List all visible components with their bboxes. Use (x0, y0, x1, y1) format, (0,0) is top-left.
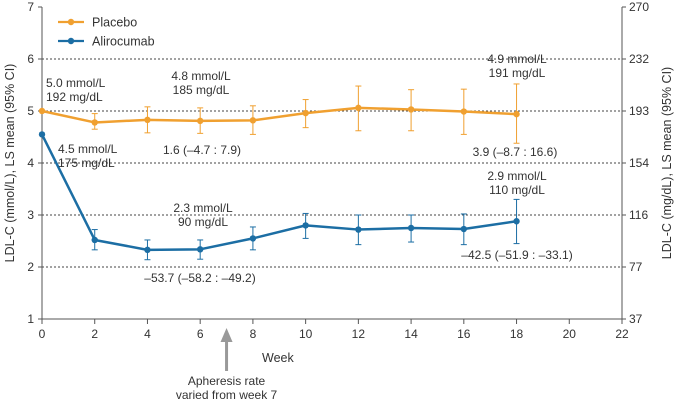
placebo-point (144, 116, 151, 124)
alirocumab-point (38, 131, 46, 138)
placebo-point (196, 117, 204, 125)
annotation-text: 2.9 mmol/L (487, 169, 547, 183)
apheresis-note: varied from week 7 (176, 388, 278, 402)
annotation-text: 90 mg/dL (178, 215, 228, 229)
y-tick-label: 5 (27, 104, 34, 118)
alirocumab-point (460, 225, 468, 233)
annotation-text: 185 mg/dL (173, 83, 230, 97)
placebo-point (513, 110, 520, 118)
y-axis-left-title: LDL-C (mmol/L), LS mean (95% CI) (3, 64, 17, 263)
placebo-point (407, 106, 415, 113)
y2-tick-label: 77 (629, 260, 643, 274)
alirocumab-point (196, 246, 204, 253)
x-tick-label: 0 (39, 327, 46, 341)
alirocumab-point (355, 226, 362, 233)
alirocumab-point (407, 224, 415, 232)
gridlines (42, 58, 622, 268)
y-tick-label: 2 (27, 260, 34, 274)
x-tick-label: 8 (250, 327, 257, 341)
placebo-point (38, 107, 46, 115)
annotation-text: 1.6 (–4.7 : 7.9) (163, 143, 241, 157)
annotation-text: 110 mg/dL (489, 183, 545, 197)
legend: Placebo Alirocumab (58, 16, 155, 49)
x-tick-label: 12 (352, 327, 366, 341)
placebo-point (460, 108, 468, 115)
y2-tick-label: 193 (629, 104, 649, 118)
y-tick-label: 4 (27, 156, 34, 170)
annotation-text: 2.3 mmol/L (173, 201, 233, 215)
apheresis-arrow-head (220, 328, 233, 342)
legend-marker-alirocumab (67, 37, 75, 45)
x-tick-label: 16 (457, 327, 471, 341)
annotation-text: 192 mg/dL (46, 90, 103, 104)
placebo-series-line (41, 106, 517, 124)
alirocumab-point (513, 218, 520, 225)
x-tick-label: 2 (91, 327, 98, 341)
annotation-text: –53.7 (–58.2 : –49.2) (144, 271, 255, 285)
y-tick-label: 3 (27, 208, 34, 222)
alirocumab-point (144, 246, 151, 254)
annotation-text: 5.0 mmol/L (46, 76, 106, 90)
alirocumab-point (302, 222, 309, 229)
y-tick-label: 1 (27, 312, 34, 326)
legend-label: Placebo (92, 16, 137, 30)
x-tick-label: 14 (404, 327, 418, 341)
y2-tick-label: 37 (629, 312, 643, 326)
legend-label: Alirocumab (92, 35, 155, 49)
placebo-point (249, 117, 257, 124)
y-axis-right-title: LDL-C (mg/dL), LS mean (95% CI) (660, 67, 674, 259)
x-tick-label: 4 (144, 327, 151, 341)
x-axis-title: Week (262, 351, 294, 365)
annotation-text: 4.8 mmol/L (171, 69, 231, 83)
y2-tick-label: 116 (629, 208, 648, 222)
y2-tick-label: 270 (629, 0, 649, 14)
annotation-text: 4.5 mmol/L (58, 142, 118, 156)
annotation-text: 175 mg/dL (58, 156, 115, 170)
data-series (38, 83, 520, 261)
placebo-point (91, 119, 98, 126)
annotation-text: 3.9 (–8.7 : 16.6) (473, 145, 558, 159)
x-tick-label: 18 (510, 327, 524, 341)
placebo-point (355, 104, 362, 112)
alirocumab-point (249, 235, 257, 242)
legend-marker-placebo (67, 18, 75, 26)
y-tick-label: 6 (27, 52, 34, 66)
x-tick-label: 20 (563, 327, 577, 341)
annotation-text: 4.9 mmol/L (487, 52, 547, 66)
y2-tick-label: 154 (629, 156, 649, 170)
x-tick-label: 10 (299, 327, 313, 341)
placebo-point (302, 109, 309, 117)
x-tick-label: 22 (615, 327, 629, 341)
alirocumab-series-line (40, 133, 517, 252)
y-tick-label: 7 (27, 0, 34, 14)
y2-tick-label: 232 (629, 52, 649, 66)
annotation-text: 191 mg/dL (489, 66, 546, 80)
apheresis-note: Apheresis rate (188, 374, 266, 388)
alirocumab-point (91, 236, 98, 244)
annotation-text: –42.5 (–51.9 : –33.1) (461, 248, 572, 262)
x-tick-label: 6 (197, 327, 204, 341)
